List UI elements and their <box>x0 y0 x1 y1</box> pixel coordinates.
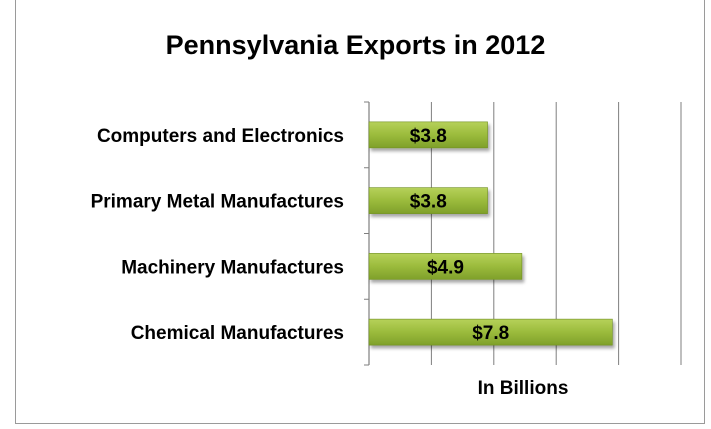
category-label-2: Machinery Manufactures <box>121 257 344 278</box>
bar-1 <box>368 187 488 214</box>
category-label-3: Chemical Manufactures <box>131 323 344 344</box>
data-label-0: $3.8 <box>410 126 447 147</box>
category-label-1: Primary Metal Manufactures <box>91 192 344 213</box>
x-axis-label: In Billions <box>478 378 569 399</box>
data-label-1: $3.8 <box>410 192 447 213</box>
bar-2 <box>368 253 523 280</box>
data-label-2: $4.9 <box>427 257 464 278</box>
chart-frame <box>15 0 705 424</box>
chart-title: Pennsylvania Exports in 2012 <box>165 30 546 60</box>
bar-0 <box>368 121 488 149</box>
bar-3 <box>368 318 613 346</box>
category-label-0: Computers and Electronics <box>97 126 344 147</box>
data-label-3: $7.8 <box>472 323 509 344</box>
